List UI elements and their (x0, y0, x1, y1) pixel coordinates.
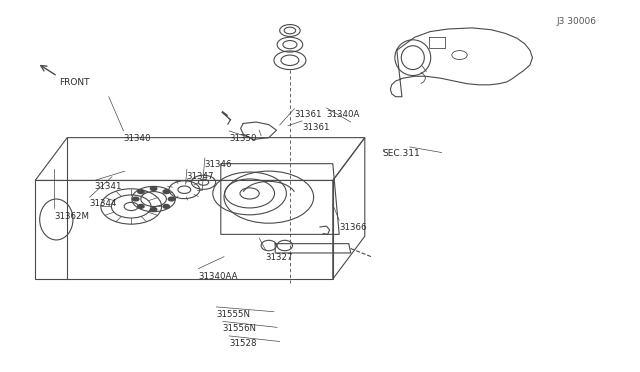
Circle shape (138, 205, 144, 208)
Text: 31340: 31340 (124, 134, 151, 143)
Text: 31556N: 31556N (223, 324, 257, 333)
Circle shape (163, 205, 170, 208)
Text: 31350: 31350 (229, 134, 257, 143)
Text: 31362M: 31362M (54, 212, 90, 221)
Text: 31341: 31341 (95, 182, 122, 191)
Text: J3 30006: J3 30006 (557, 17, 596, 26)
Circle shape (132, 197, 139, 201)
Circle shape (138, 190, 144, 193)
Text: 31555N: 31555N (216, 310, 250, 318)
Text: 31361: 31361 (302, 123, 330, 132)
Text: FRONT: FRONT (59, 78, 90, 87)
Circle shape (168, 197, 175, 201)
Circle shape (150, 187, 157, 190)
Text: 31528: 31528 (229, 339, 257, 347)
Text: 31327: 31327 (266, 253, 293, 262)
Text: 31347: 31347 (187, 172, 214, 181)
Text: 31366: 31366 (339, 223, 367, 232)
Text: 31344: 31344 (90, 199, 117, 208)
Text: 31340AA: 31340AA (198, 272, 238, 280)
Circle shape (163, 190, 170, 193)
Text: SEC.311: SEC.311 (383, 149, 420, 158)
Circle shape (150, 208, 157, 211)
Text: 31361: 31361 (294, 110, 322, 119)
Text: 31340A: 31340A (326, 110, 360, 119)
Text: 31346: 31346 (205, 160, 232, 169)
